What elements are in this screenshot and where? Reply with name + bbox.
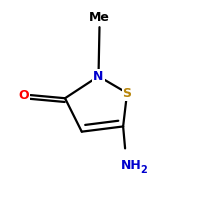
Text: NH: NH: [121, 159, 142, 172]
Text: N: N: [93, 70, 104, 83]
Text: Me: Me: [89, 11, 110, 24]
Text: S: S: [123, 87, 132, 99]
Text: 2: 2: [140, 165, 147, 175]
Text: O: O: [18, 89, 29, 102]
